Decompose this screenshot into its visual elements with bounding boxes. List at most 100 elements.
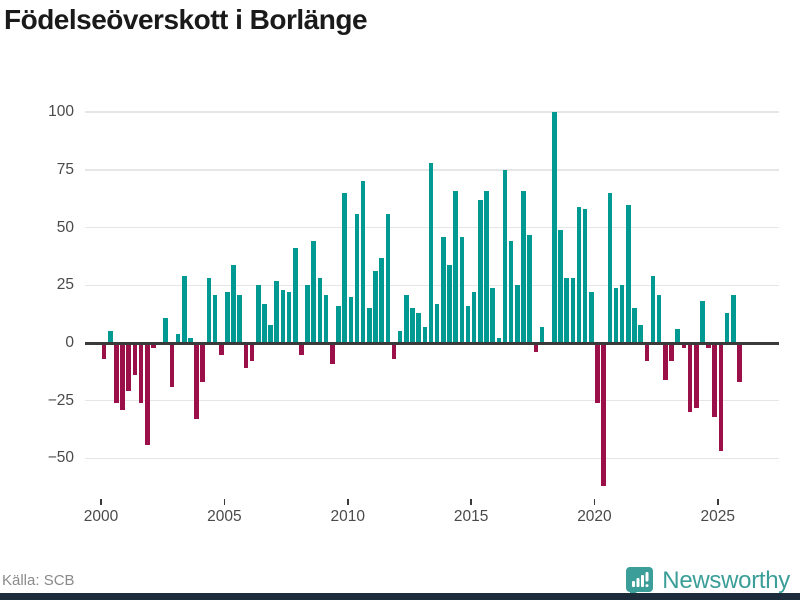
- bar-positive: [404, 294, 409, 343]
- bar-positive: [730, 294, 736, 343]
- bar-negative: [663, 343, 668, 380]
- bar-positive: [262, 303, 267, 343]
- bar-positive: [539, 326, 545, 343]
- bar-positive: [280, 289, 286, 343]
- bar-positive: [274, 280, 280, 343]
- bar-negative: [101, 343, 107, 360]
- x-axis-tick: [717, 499, 719, 505]
- bar-positive: [459, 236, 465, 343]
- bar-negative: [126, 343, 132, 392]
- bar-positive: [311, 241, 317, 343]
- bar-negative: [144, 343, 150, 445]
- x-axis-label: 2000: [83, 508, 119, 525]
- y-axis-label: 75: [56, 160, 74, 178]
- bar-positive: [619, 285, 625, 343]
- bar-positive: [465, 306, 471, 343]
- bar-positive: [700, 301, 705, 343]
- bar-positive: [441, 236, 446, 343]
- bar-positive: [552, 112, 557, 343]
- gridline: [85, 111, 779, 113]
- bar-positive: [484, 190, 489, 343]
- bar-negative: [200, 343, 206, 383]
- bar-positive: [656, 294, 662, 343]
- bar-positive: [107, 331, 113, 343]
- bar-positive: [397, 331, 403, 343]
- bar-positive: [348, 296, 354, 343]
- bar-negative: [669, 343, 674, 362]
- bar-positive: [422, 326, 428, 343]
- bar-positive: [373, 271, 378, 343]
- bar-positive: [724, 312, 730, 343]
- x-axis-tick: [470, 499, 472, 505]
- chart-area: [85, 88, 779, 492]
- bar-positive: [447, 264, 452, 343]
- bar-positive: [292, 248, 298, 343]
- bar-positive: [490, 287, 495, 343]
- bar-positive: [613, 287, 619, 343]
- x-axis-label: 2025: [700, 508, 736, 525]
- bar-positive: [527, 234, 532, 343]
- bar-positive: [515, 285, 520, 343]
- y-axis-label: −25: [47, 391, 74, 409]
- bar-positive: [416, 312, 421, 343]
- bar-negative: [533, 343, 539, 353]
- bar-positive: [255, 285, 261, 343]
- bar-positive: [589, 292, 594, 343]
- bar-positive: [508, 241, 514, 343]
- bar-negative: [330, 343, 335, 364]
- bar-positive: [367, 308, 372, 343]
- bar-negative: [151, 343, 156, 348]
- bar-positive: [342, 192, 347, 343]
- bar-negative: [218, 343, 224, 355]
- bar-negative: [391, 343, 397, 360]
- bar-positive: [626, 204, 631, 343]
- bar-negative: [249, 343, 255, 362]
- bar-negative: [712, 343, 717, 417]
- bar-positive: [286, 292, 292, 343]
- y-axis-label: 50: [56, 218, 74, 236]
- bar-positive: [453, 190, 458, 343]
- x-axis-label: 2005: [207, 508, 242, 525]
- bar-positive: [379, 257, 384, 343]
- bar-negative: [120, 343, 125, 410]
- bar-negative: [601, 343, 606, 487]
- bar-positive: [354, 213, 360, 343]
- bar-positive: [558, 229, 563, 343]
- bar-negative: [737, 343, 742, 383]
- bar-positive: [496, 338, 502, 343]
- bar-positive: [323, 294, 329, 343]
- bar-positive: [268, 324, 273, 343]
- x-axis-label: 2020: [577, 508, 612, 525]
- bar-negative: [194, 343, 199, 420]
- bar-positive: [650, 276, 656, 343]
- bar-positive: [576, 206, 582, 343]
- y-axis-label: 0: [65, 334, 74, 351]
- bar-negative: [132, 343, 138, 376]
- page-title: Födelseöverskott i Borlänge: [4, 4, 368, 35]
- bar-positive: [336, 306, 341, 343]
- bar-negative: [114, 343, 119, 403]
- bar-negative: [681, 343, 687, 348]
- bar-positive: [181, 276, 187, 343]
- bar-positive: [582, 209, 588, 343]
- bar-negative: [138, 343, 144, 403]
- bar-positive: [385, 213, 391, 343]
- bar-positive: [206, 278, 212, 343]
- bar-positive: [638, 324, 643, 343]
- bar-positive: [231, 264, 236, 343]
- bar-negative: [595, 343, 600, 403]
- gridline: [85, 457, 779, 460]
- bar-positive: [225, 292, 230, 343]
- bar-positive: [237, 294, 243, 343]
- bar-positive: [607, 192, 613, 343]
- bar-positive: [434, 303, 440, 343]
- y-axis-label: 100: [48, 103, 74, 121]
- y-axis-label: −50: [47, 449, 74, 467]
- bar-positive: [360, 181, 366, 343]
- x-axis-tick: [223, 499, 226, 505]
- brand-name: Newsworthy: [662, 567, 790, 594]
- y-axis-label: 25: [56, 276, 74, 294]
- bar-negative: [243, 343, 249, 369]
- bar-positive: [478, 199, 483, 343]
- bar-positive: [317, 278, 323, 343]
